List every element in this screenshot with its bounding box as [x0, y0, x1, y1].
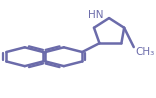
Text: CH₃: CH₃	[136, 47, 155, 57]
Text: HN: HN	[88, 10, 104, 20]
